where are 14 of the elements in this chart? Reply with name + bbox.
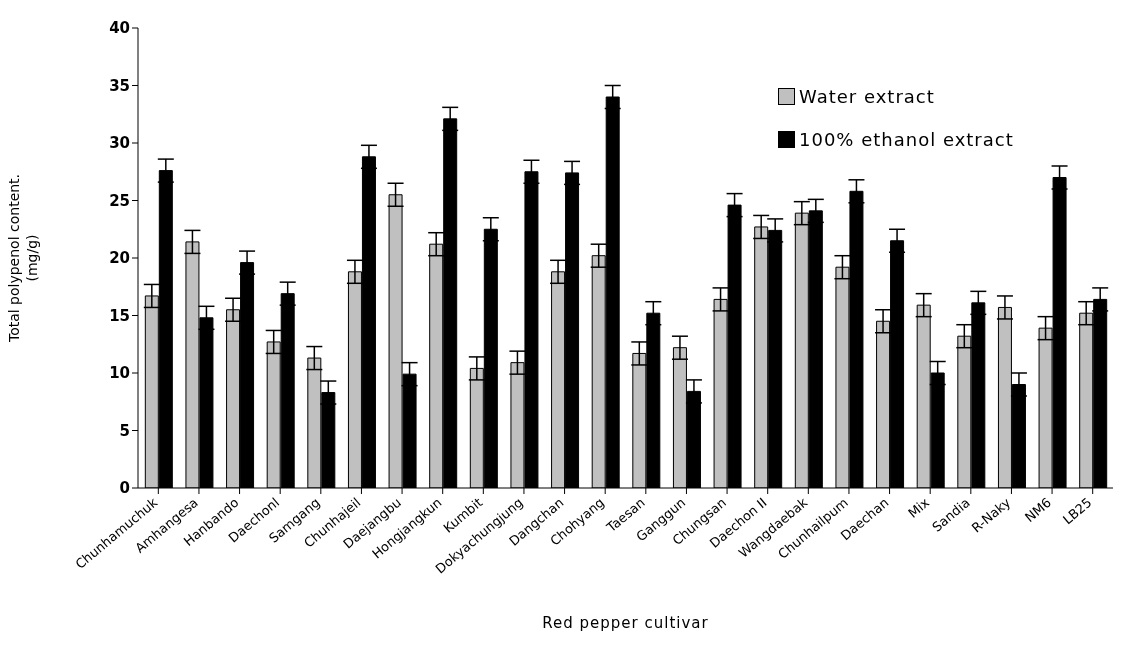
y-tick-label: 15 — [109, 306, 130, 325]
y-tick-label: 40 — [109, 19, 130, 38]
y-tick-label: 0 — [119, 479, 130, 498]
x-tick-label: Mix — [905, 494, 933, 521]
y-tick-label: 35 — [109, 76, 130, 95]
y-tick-label: 5 — [119, 421, 130, 440]
x-axis-title: Red pepper cultivar — [542, 614, 709, 632]
legend-label: Water extract — [799, 86, 935, 107]
y-tick-label: 30 — [109, 134, 130, 153]
y-axis-title: Total polypenol content. (mg/g) — [6, 173, 40, 344]
y-tick-label: 20 — [109, 249, 130, 268]
y-tick-label: 10 — [109, 364, 130, 383]
y-tick-label: 25 — [109, 191, 130, 210]
legend-label: 100% ethanol extract — [799, 129, 1014, 150]
